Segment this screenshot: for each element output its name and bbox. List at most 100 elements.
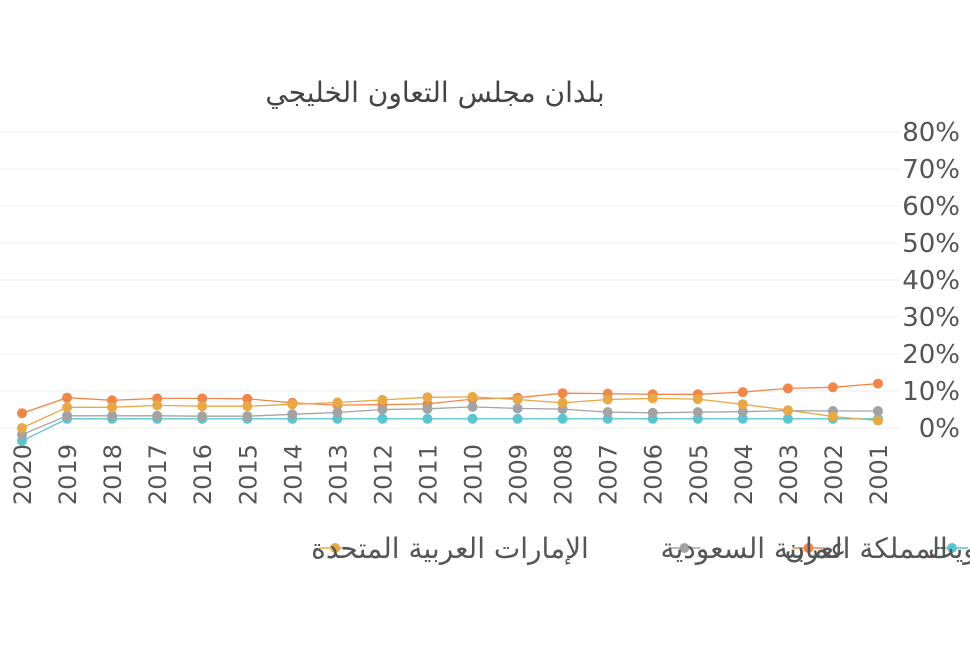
data-point xyxy=(647,393,658,404)
y-tick-label: 50% xyxy=(902,229,960,259)
data-point xyxy=(332,407,343,418)
data-point xyxy=(873,415,883,426)
y-tick-label: 30% xyxy=(902,303,960,333)
series-line xyxy=(21,396,879,429)
x-tick-label: 2016 xyxy=(189,444,217,505)
data-point xyxy=(197,401,208,412)
x-tick-label: 2006 xyxy=(640,444,668,505)
data-point xyxy=(782,405,793,416)
legend-item: المملكة العربية السعودية xyxy=(660,532,947,565)
legend-swatch-dot xyxy=(947,543,957,553)
data-point xyxy=(62,392,73,403)
x-tick-label: 2020 xyxy=(9,444,37,505)
data-point xyxy=(467,391,478,402)
x-tick-label: 2019 xyxy=(54,444,82,505)
data-point xyxy=(873,378,883,389)
data-point xyxy=(242,393,253,404)
series-line xyxy=(21,418,878,442)
data-point xyxy=(377,413,388,424)
data-point xyxy=(557,397,568,408)
data-point xyxy=(287,399,298,410)
data-point xyxy=(422,392,433,403)
data-point xyxy=(152,393,163,404)
data-point xyxy=(377,404,388,415)
series-line xyxy=(21,406,878,436)
data-point xyxy=(512,403,523,414)
data-point xyxy=(107,402,118,413)
data-point xyxy=(557,388,568,399)
data-point xyxy=(737,413,748,424)
data-point xyxy=(332,397,343,408)
data-point xyxy=(242,411,253,422)
y-tick-label: 70% xyxy=(902,155,960,185)
x-tick-label: 2014 xyxy=(279,444,307,505)
data-point xyxy=(873,406,883,416)
legend-label: عمان xyxy=(784,532,846,565)
series-group xyxy=(17,413,883,446)
data-point xyxy=(602,407,613,418)
y-tick-label: 60% xyxy=(902,192,960,222)
data-point xyxy=(377,394,388,405)
x-tick-label: 2012 xyxy=(369,444,397,505)
series-lines xyxy=(17,378,883,446)
legend-label: الكويت xyxy=(928,532,970,565)
legend-label: الإمارات العربية المتحدة xyxy=(311,532,589,565)
series-group xyxy=(17,378,883,419)
x-tick-label: 2017 xyxy=(144,444,172,505)
data-point xyxy=(692,407,703,418)
data-point xyxy=(557,413,568,424)
series-group xyxy=(17,401,883,440)
data-point xyxy=(827,411,838,422)
data-point xyxy=(152,400,163,411)
data-point xyxy=(62,402,73,413)
x-tick-label: 2018 xyxy=(99,444,127,505)
chart-title: بلدان مجلس التعاون الخليجي xyxy=(265,76,604,109)
x-tick-label: 2008 xyxy=(550,444,578,505)
x-tick-label: 2013 xyxy=(324,444,352,505)
x-tick-label: 2002 xyxy=(820,444,848,505)
y-tick-label: 20% xyxy=(902,340,960,370)
data-point xyxy=(242,401,253,412)
data-point xyxy=(512,394,523,405)
data-point xyxy=(62,410,73,421)
data-point xyxy=(467,401,478,412)
x-tick-label: 2010 xyxy=(460,444,488,505)
legend-item: الإمارات العربية المتحدة xyxy=(311,532,589,565)
data-point xyxy=(197,411,208,422)
data-point xyxy=(647,407,658,418)
data-point xyxy=(422,403,433,414)
data-point xyxy=(782,413,793,424)
data-point xyxy=(107,410,118,421)
y-tick-label: 40% xyxy=(902,266,960,296)
y-tick-label: 80% xyxy=(902,118,960,148)
data-point xyxy=(17,423,27,433)
data-point xyxy=(782,383,793,394)
x-tick-label: 2004 xyxy=(730,444,758,505)
x-tick-label: 2015 xyxy=(234,444,262,505)
x-tick-label: 2001 xyxy=(865,444,893,505)
x-tick-label: 2011 xyxy=(414,444,442,505)
legend-swatch-dot xyxy=(330,543,341,553)
data-point xyxy=(737,399,748,410)
x-axis-ticks: 2001 2002 2003 2004 2005 2006 2007 2008 2009 2010… xyxy=(9,444,893,505)
legend-item: الكويت xyxy=(928,532,970,565)
data-point xyxy=(107,395,118,406)
series-line xyxy=(21,382,879,414)
x-tick-label: 2003 xyxy=(775,444,803,505)
x-tick-label: 2005 xyxy=(685,444,713,505)
data-point xyxy=(737,387,748,398)
x-tick-label: 2009 xyxy=(505,444,533,505)
y-tick-label: 0% xyxy=(919,414,960,444)
data-point xyxy=(737,406,748,417)
data-point xyxy=(17,408,27,419)
data-point xyxy=(197,393,208,404)
series-group xyxy=(17,391,883,433)
legend-label: المملكة العربية السعودية xyxy=(660,532,947,565)
data-point xyxy=(512,413,523,424)
data-point xyxy=(602,394,613,405)
data-point xyxy=(422,413,433,424)
legend-swatch-dot xyxy=(679,543,690,553)
gridlines xyxy=(0,131,900,429)
